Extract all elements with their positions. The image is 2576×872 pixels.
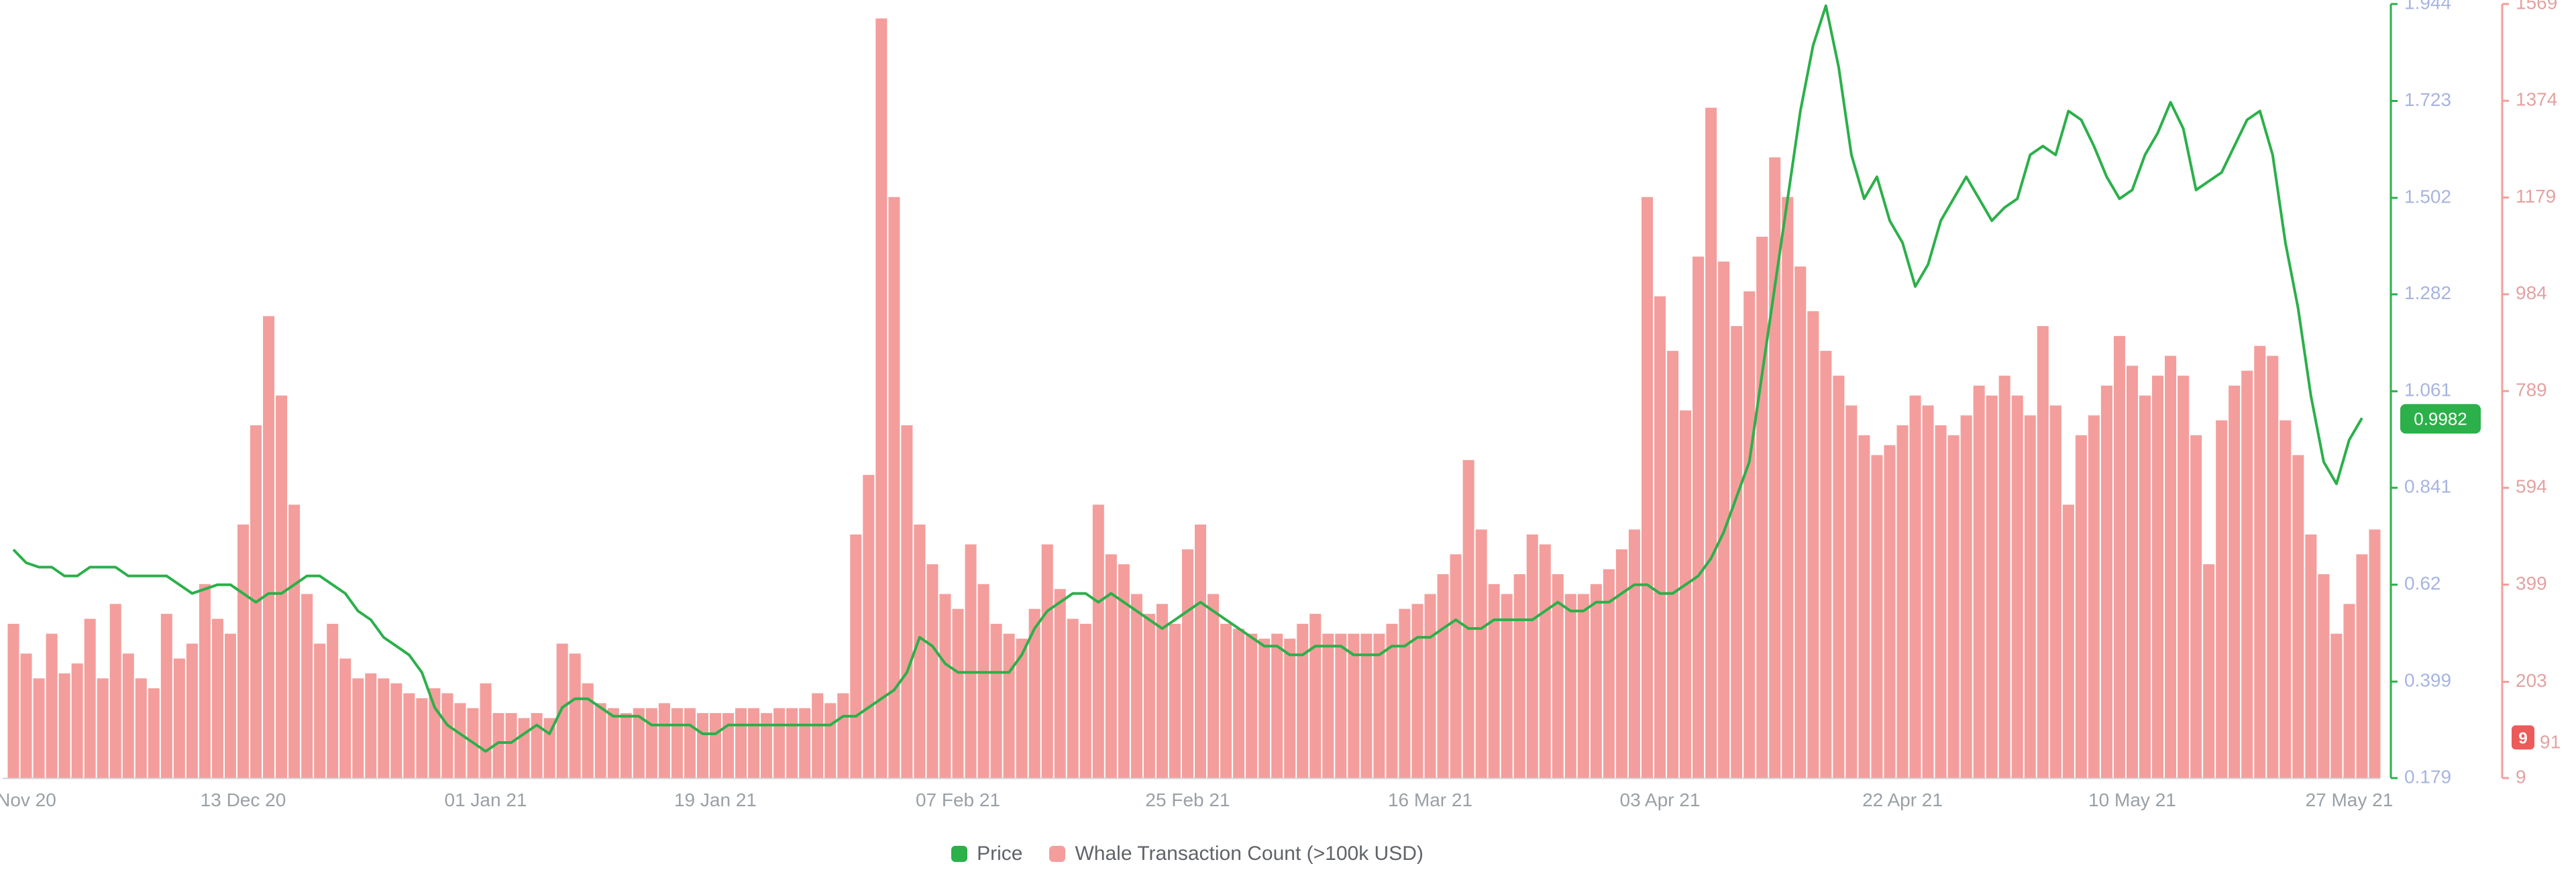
x-tick-label: 01 Jan 21 xyxy=(445,789,527,810)
x-tick-label: 19 Jan 21 xyxy=(674,789,757,810)
x-tick-label: 27 May 21 xyxy=(2306,789,2394,810)
chart-container: 25 Nov 20 13 Dec 20 01 Jan 21 19 Jan 21 07 F… xyxy=(0,0,2576,872)
y2-tick-label: 9 xyxy=(2516,766,2526,787)
legend-label-price: Price xyxy=(977,842,1022,865)
legend-swatch-whale xyxy=(1049,846,1065,862)
legend: Price Whale Transaction Count (>100k USD… xyxy=(0,842,2375,865)
chart-svg: 25 Nov 20 13 Dec 20 01 Jan 21 19 Jan 21 07 F… xyxy=(0,0,2576,872)
y1-tick-label: 1.723 xyxy=(2404,89,2451,110)
x-tick-label: 13 Dec 20 xyxy=(201,789,286,810)
x-tick-label: 10 May 21 xyxy=(2088,789,2176,810)
y2-tick-label: 203 xyxy=(2516,670,2547,691)
legend-swatch-price xyxy=(951,846,967,862)
x-tick-label: 07 Feb 21 xyxy=(916,789,1000,810)
x-tick-label: 03 Apr 21 xyxy=(1620,789,1701,810)
y2-tick-label: 399 xyxy=(2516,573,2547,594)
svg-text:0.9982: 0.9982 xyxy=(2414,408,2467,429)
y1-tick-label: 1.061 xyxy=(2404,380,2451,400)
legend-item-price: Price xyxy=(951,842,1022,865)
y1-tick-label: 0.62 xyxy=(2404,573,2441,594)
y2-tick-label: 984 xyxy=(2516,282,2547,303)
price-badge: 0.9982 xyxy=(2400,404,2481,433)
legend-label-whale: Whale Transaction Count (>100k USD) xyxy=(1075,842,1423,865)
x-tick-label: 22 Apr 21 xyxy=(1862,789,1943,810)
legend-item-whale: Whale Transaction Count (>100k USD) xyxy=(1049,842,1423,865)
y2-tick-label: 789 xyxy=(2516,379,2547,400)
y1-tick-label: 1.944 xyxy=(2404,0,2451,13)
x-tick-label: 16 Mar 21 xyxy=(1388,789,1472,810)
svg-text:9: 9 xyxy=(2518,729,2527,747)
y1-tick-label: 1.282 xyxy=(2404,282,2451,303)
y2-tick-label: 1569 xyxy=(2516,0,2557,13)
y1-tick-label: 0.841 xyxy=(2404,476,2451,497)
x-tick-label: 25 Nov 20 xyxy=(0,789,56,810)
y2-tick-label: 1179 xyxy=(2516,186,2556,207)
y2-tick-label: 1374 xyxy=(2516,89,2557,110)
x-tick-label: 25 Feb 21 xyxy=(1145,789,1230,810)
y1-tick-label: 1.502 xyxy=(2404,186,2451,207)
y2-tick-label: 594 xyxy=(2516,476,2547,497)
y1-tick-label: 0.179 xyxy=(2404,766,2451,787)
y1-tick-label: 0.399 xyxy=(2404,670,2451,691)
svg-text:91: 91 xyxy=(2540,732,2561,753)
